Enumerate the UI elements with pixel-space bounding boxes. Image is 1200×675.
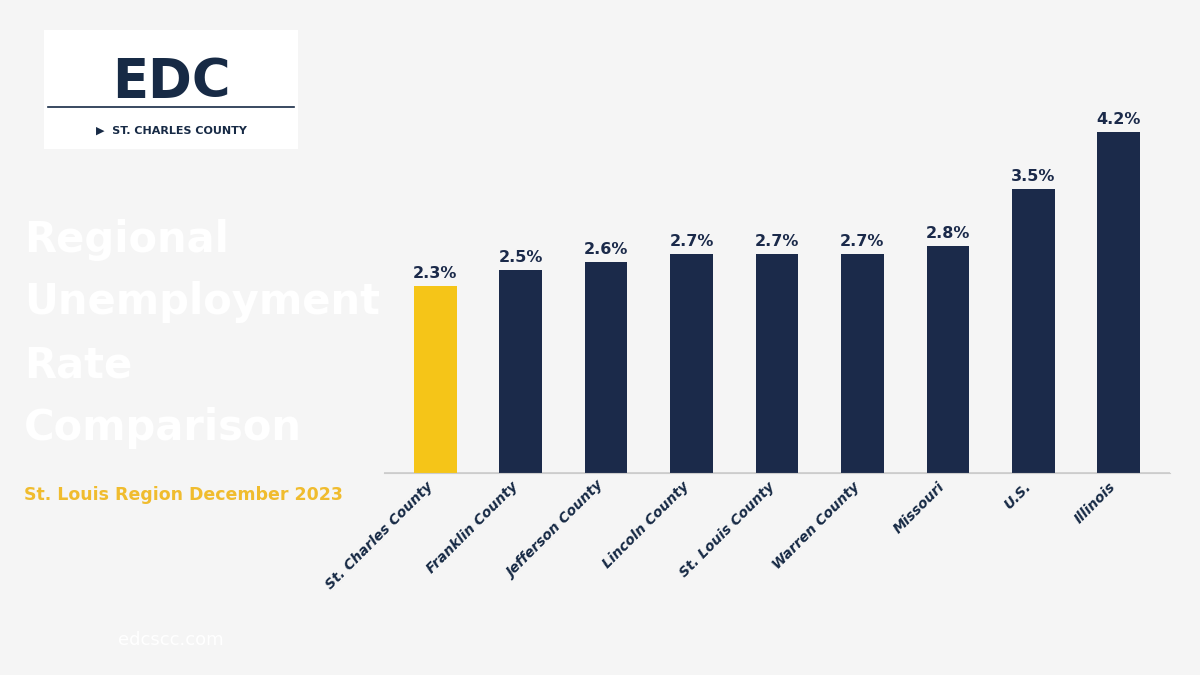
Bar [926,246,970,472]
Text: Regional: Regional [24,219,229,261]
Bar [499,270,542,472]
Bar [671,254,713,472]
Text: 4.2%: 4.2% [1097,113,1141,128]
Bar [414,286,457,472]
Text: 3.5%: 3.5% [1012,169,1056,184]
Text: edcscc.com: edcscc.com [118,631,224,649]
Text: Comparison: Comparison [24,407,302,449]
Bar [1012,189,1055,472]
Bar [584,262,628,472]
Text: 2.8%: 2.8% [925,226,970,241]
Text: 2.3%: 2.3% [413,267,457,281]
Text: EDC: EDC [112,56,230,109]
Bar [841,254,883,472]
Text: 2.6%: 2.6% [584,242,629,257]
FancyBboxPatch shape [44,30,298,148]
Bar [756,254,798,472]
Text: 2.7%: 2.7% [840,234,884,249]
Text: 2.7%: 2.7% [755,234,799,249]
Text: ▶  ST. CHARLES COUNTY: ▶ ST. CHARLES COUNTY [96,126,246,136]
Text: St. Louis Region December 2023: St. Louis Region December 2023 [24,486,343,504]
Text: Unemployment: Unemployment [24,281,380,323]
Bar [1097,132,1140,472]
Text: Rate: Rate [24,344,132,386]
Text: 2.5%: 2.5% [498,250,542,265]
Text: 2.7%: 2.7% [670,234,714,249]
